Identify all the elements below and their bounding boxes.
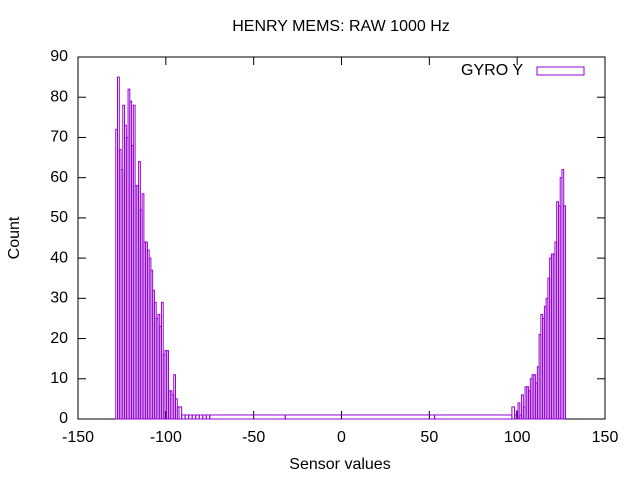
legend-label: GYRO Y [461,62,523,79]
bar [178,406,183,420]
bar [205,414,211,420]
bar [195,414,200,420]
bar [284,414,436,420]
bar [166,350,169,420]
x-axis-label: Sensor values [289,456,390,473]
y-tick-label: 10 [50,370,68,387]
bar [517,402,521,420]
chart-title: HENRY MEMS: RAW 1000 Hz [232,18,450,35]
bar [173,374,176,420]
y-axis-label: Count [6,216,23,259]
bar [198,414,204,420]
y-tick-label: 70 [50,129,68,146]
x-tick-label: -50 [242,429,265,446]
x-tick-label: 0 [337,429,346,446]
legend-swatch [536,66,585,76]
x-tick-label: -150 [62,429,94,446]
x-tick-label: -100 [150,429,182,446]
y-tick-label: 90 [50,48,68,65]
x-tick-label: 150 [592,429,619,446]
bar [191,414,197,420]
bar [209,414,286,420]
bar [434,414,513,420]
x-tick-label: 50 [420,429,438,446]
y-tick-label: 20 [50,330,68,347]
plot-frame [77,56,606,420]
y-tick-label: 60 [50,169,68,186]
y-tick-label: 30 [50,290,68,307]
x-tick-label: 100 [504,429,531,446]
y-tick-label: 80 [50,88,68,105]
y-tick-label: 0 [59,410,68,427]
bar [202,414,207,420]
bar [511,406,516,420]
bar [184,414,190,420]
y-tick-label: 40 [50,249,68,266]
bar [181,414,186,420]
bar [563,205,566,420]
bar [188,414,193,420]
y-tick-label: 50 [50,209,68,226]
